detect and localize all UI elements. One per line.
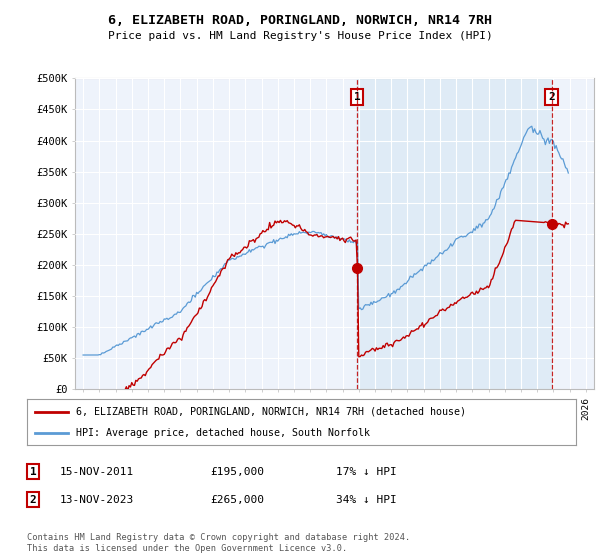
Text: 2: 2: [548, 92, 555, 102]
Text: This data is licensed under the Open Government Licence v3.0.: This data is licensed under the Open Gov…: [27, 544, 347, 553]
Text: 34% ↓ HPI: 34% ↓ HPI: [336, 494, 397, 505]
Text: 17% ↓ HPI: 17% ↓ HPI: [336, 466, 397, 477]
Bar: [357, 78, 551, 389]
Text: 15-NOV-2011: 15-NOV-2011: [60, 466, 134, 477]
Text: 1: 1: [29, 466, 37, 477]
Text: £195,000: £195,000: [210, 466, 264, 477]
Text: 6, ELIZABETH ROAD, PORINGLAND, NORWICH, NR14 7RH: 6, ELIZABETH ROAD, PORINGLAND, NORWICH, …: [108, 14, 492, 27]
Text: Price paid vs. HM Land Registry's House Price Index (HPI): Price paid vs. HM Land Registry's House …: [107, 31, 493, 41]
Text: 13-NOV-2023: 13-NOV-2023: [60, 494, 134, 505]
Text: 6, ELIZABETH ROAD, PORINGLAND, NORWICH, NR14 7RH (detached house): 6, ELIZABETH ROAD, PORINGLAND, NORWICH, …: [76, 407, 466, 417]
Text: HPI: Average price, detached house, South Norfolk: HPI: Average price, detached house, Sout…: [76, 428, 370, 438]
Text: Contains HM Land Registry data © Crown copyright and database right 2024.: Contains HM Land Registry data © Crown c…: [27, 533, 410, 542]
Text: 1: 1: [353, 92, 360, 102]
Text: 2: 2: [29, 494, 37, 505]
Text: £265,000: £265,000: [210, 494, 264, 505]
